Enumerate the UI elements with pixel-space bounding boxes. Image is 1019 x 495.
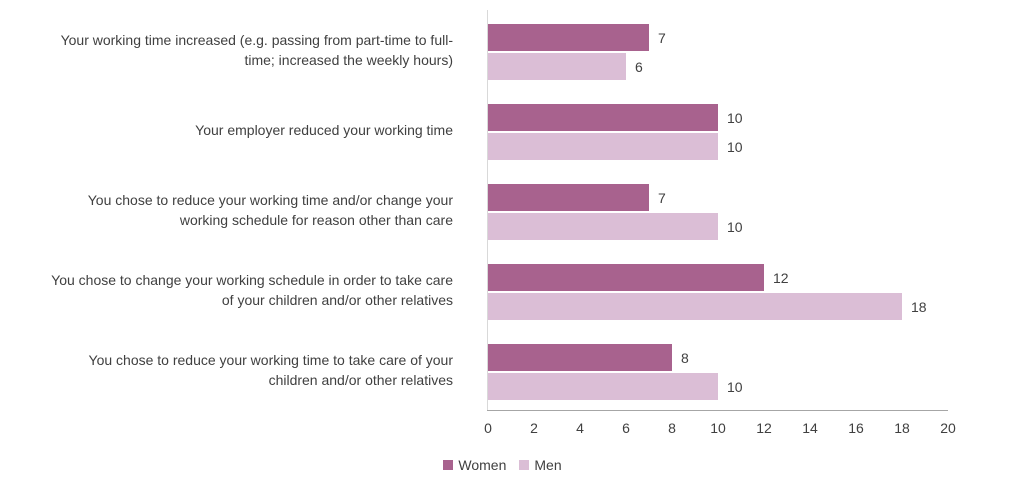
value-label-women: 10 — [727, 109, 743, 126]
x-tick-label: 12 — [756, 420, 772, 436]
bar-women — [488, 184, 649, 211]
x-tick-label: 14 — [802, 420, 818, 436]
value-label-men: 10 — [727, 218, 743, 235]
x-tick-label: 20 — [940, 420, 956, 436]
value-label-men: 6 — [635, 58, 643, 75]
bar-men — [488, 133, 718, 160]
x-tick-label: 10 — [710, 420, 726, 436]
x-tick-label: 8 — [668, 420, 676, 436]
x-tick-label: 4 — [576, 420, 584, 436]
y-axis-line — [487, 10, 488, 410]
x-tick-label: 0 — [484, 420, 492, 436]
bar-women — [488, 264, 764, 291]
category-label: You chose to change your working schedul… — [51, 272, 453, 308]
legend: Women Men — [0, 457, 1005, 473]
category-label: Your working time increased (e.g. passin… — [60, 32, 453, 68]
bar-men — [488, 373, 718, 400]
legend-label-women: Women — [458, 457, 507, 473]
chart-row: You chose to reduce your working time to… — [0, 330, 1019, 410]
legend-item-women: Women — [443, 457, 506, 473]
x-axis-ticks: 0 2 4 6 8 10 12 14 16 18 20 — [484, 420, 956, 436]
chart-row: Your employer reduced your working time … — [0, 90, 1019, 170]
value-label-men: 10 — [727, 138, 743, 155]
chart-rows: Your working time increased (e.g. passin… — [0, 10, 1019, 410]
bar-women — [488, 104, 718, 131]
value-label-women: 7 — [658, 189, 666, 206]
bar-men — [488, 293, 902, 320]
bar-men — [488, 53, 626, 80]
x-tick-label: 2 — [530, 420, 538, 436]
bar-group: 12 18 — [470, 250, 1019, 330]
value-label-men: 10 — [727, 378, 743, 395]
bar-group: 10 10 — [470, 90, 1019, 170]
category-label: You chose to reduce your working time to… — [88, 352, 453, 388]
x-axis-line — [487, 410, 948, 411]
bar-women — [488, 344, 672, 371]
bar-group: 8 10 — [470, 330, 1019, 410]
bar-group: 7 6 — [470, 10, 1019, 90]
value-label-women: 12 — [773, 269, 789, 286]
legend-swatch-men-icon — [519, 460, 530, 470]
legend-label-men: Men — [534, 457, 562, 473]
x-tick-label: 16 — [848, 420, 864, 436]
chart-row: You chose to reduce your working time an… — [0, 170, 1019, 250]
category-label: You chose to reduce your working time an… — [87, 192, 453, 228]
chart-row: You chose to change your working schedul… — [0, 250, 1019, 330]
value-label-women: 7 — [658, 29, 666, 46]
bar-women — [488, 24, 649, 51]
category-label: Your employer reduced your working time — [195, 122, 453, 138]
x-tick-label: 6 — [622, 420, 630, 436]
legend-item-men: Men — [519, 457, 562, 473]
bar-group: 7 10 — [470, 170, 1019, 250]
bar-men — [488, 213, 718, 240]
x-tick-label: 18 — [894, 420, 910, 436]
legend-swatch-women-icon — [443, 460, 454, 470]
chart-row: Your working time increased (e.g. passin… — [0, 10, 1019, 90]
value-label-men: 18 — [911, 298, 927, 315]
value-label-women: 8 — [681, 349, 689, 366]
